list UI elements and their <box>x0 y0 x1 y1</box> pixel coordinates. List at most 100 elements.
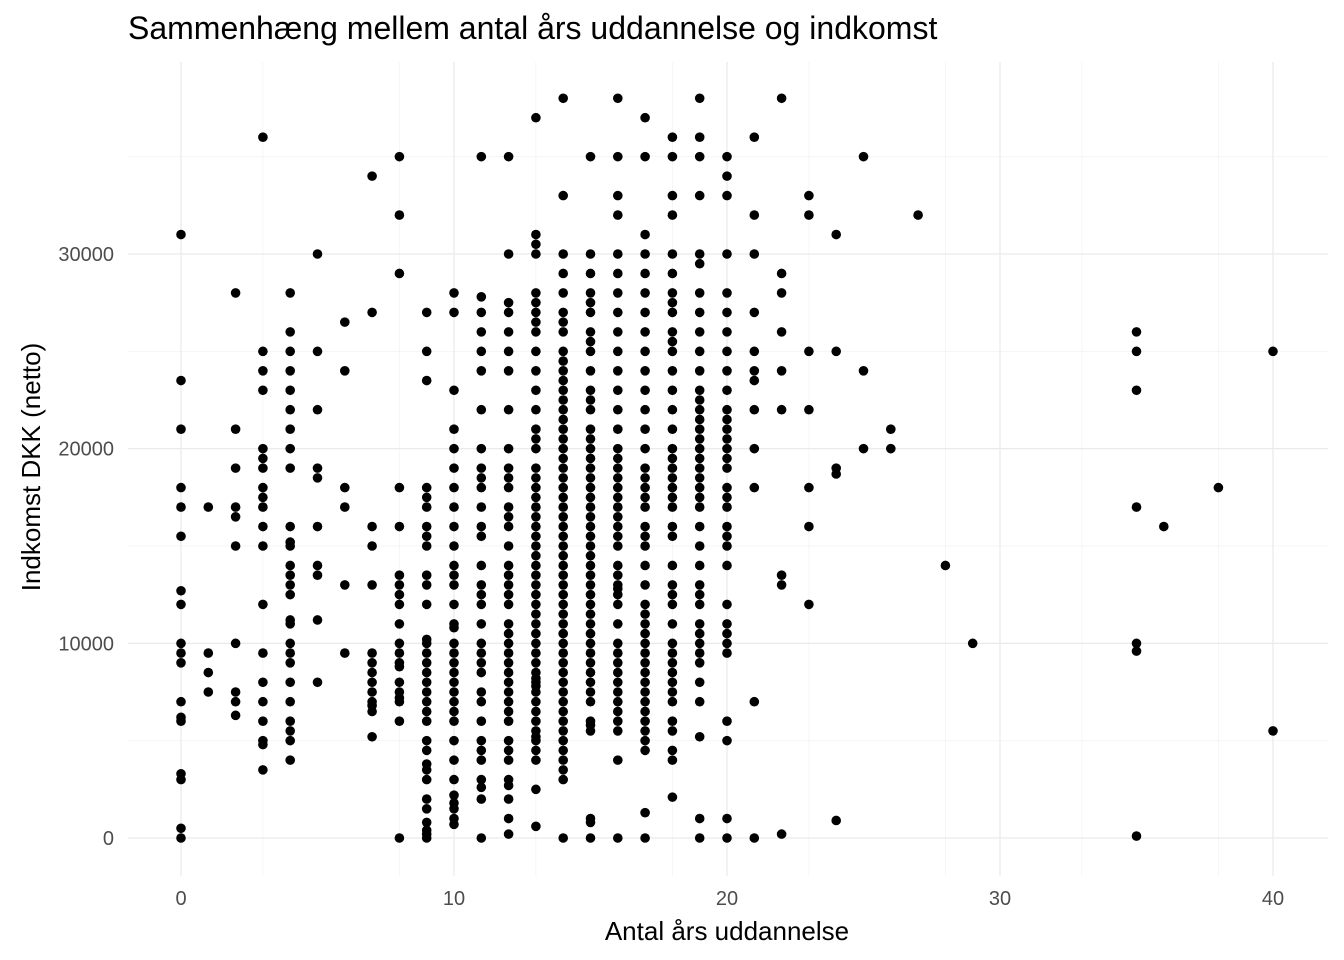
data-point <box>394 589 405 600</box>
data-point <box>476 327 487 337</box>
data-point <box>940 560 951 571</box>
data-point <box>558 580 568 590</box>
data-point <box>640 687 650 697</box>
data-point <box>176 774 186 785</box>
data-point <box>640 745 650 756</box>
data-point <box>913 210 923 220</box>
data-point <box>285 619 296 629</box>
data-point <box>722 599 732 610</box>
data-point <box>667 453 678 464</box>
data-point <box>476 151 487 162</box>
data-point <box>531 609 541 619</box>
data-point <box>503 667 514 678</box>
y-tick-label: 30000 <box>58 244 114 266</box>
data-point <box>176 375 186 386</box>
data-point <box>613 93 623 104</box>
x-tick-label: 40 <box>1262 888 1284 910</box>
data-point <box>421 833 432 843</box>
data-point <box>449 385 459 396</box>
data-point <box>667 521 678 532</box>
data-point <box>503 502 514 512</box>
data-point <box>694 307 705 318</box>
data-point <box>694 638 705 649</box>
data-point <box>585 609 596 619</box>
data-point <box>531 492 541 503</box>
data-point <box>722 453 732 464</box>
data-point <box>312 249 323 259</box>
data-point <box>858 151 869 162</box>
data-point <box>613 677 623 688</box>
data-point <box>613 667 623 678</box>
data-point <box>558 550 568 561</box>
data-point <box>531 434 541 444</box>
data-point <box>694 482 705 493</box>
data-point <box>421 677 432 688</box>
data-point <box>285 541 296 551</box>
data-point <box>285 327 296 337</box>
data-point <box>558 599 568 610</box>
data-point <box>749 366 760 376</box>
data-point <box>285 677 296 688</box>
data-point <box>312 473 323 483</box>
data-point <box>476 696 487 707</box>
data-point <box>394 648 405 658</box>
data-point <box>667 687 678 697</box>
data-point <box>558 619 568 629</box>
data-point <box>667 792 678 802</box>
data-point <box>285 346 296 357</box>
data-point <box>585 648 596 658</box>
data-point <box>558 706 568 717</box>
data-point <box>722 560 732 571</box>
data-point <box>176 648 186 658</box>
data-point <box>640 599 650 610</box>
data-point <box>776 366 787 376</box>
data-point <box>421 667 432 678</box>
data-point <box>258 541 268 551</box>
data-point <box>449 288 459 298</box>
data-point <box>749 249 760 259</box>
data-point <box>776 327 787 337</box>
data-point <box>613 151 623 162</box>
data-point <box>694 249 705 259</box>
data-point <box>449 790 459 800</box>
data-point <box>394 599 405 610</box>
data-point <box>613 404 623 415</box>
data-point <box>558 755 568 765</box>
data-point <box>558 492 568 503</box>
data-point <box>613 512 623 522</box>
data-point <box>694 190 705 201</box>
data-point <box>476 735 487 746</box>
data-point <box>449 638 459 649</box>
data-point <box>558 317 568 327</box>
data-point <box>613 833 623 843</box>
data-point <box>476 716 487 726</box>
data-point <box>558 434 568 444</box>
data-point <box>667 696 678 707</box>
data-point <box>667 560 678 571</box>
data-point <box>886 443 896 454</box>
data-point <box>613 541 623 551</box>
data-point <box>776 580 787 590</box>
data-point <box>449 424 459 435</box>
data-point <box>1268 346 1278 357</box>
data-point <box>421 774 432 785</box>
data-point <box>858 443 869 454</box>
data-point <box>722 434 732 444</box>
data-point <box>258 482 268 493</box>
data-point <box>667 658 678 668</box>
data-point <box>421 745 432 756</box>
data-point <box>749 132 760 142</box>
data-point <box>640 492 650 503</box>
data-point <box>694 385 705 396</box>
data-point <box>312 346 323 357</box>
data-point <box>640 424 650 435</box>
data-point <box>613 726 623 736</box>
data-point <box>694 473 705 483</box>
data-point <box>312 560 323 571</box>
data-point <box>503 716 514 726</box>
data-point <box>367 687 377 697</box>
data-point <box>585 833 596 843</box>
data-point <box>640 580 650 590</box>
data-point <box>585 502 596 512</box>
data-point <box>394 482 405 493</box>
